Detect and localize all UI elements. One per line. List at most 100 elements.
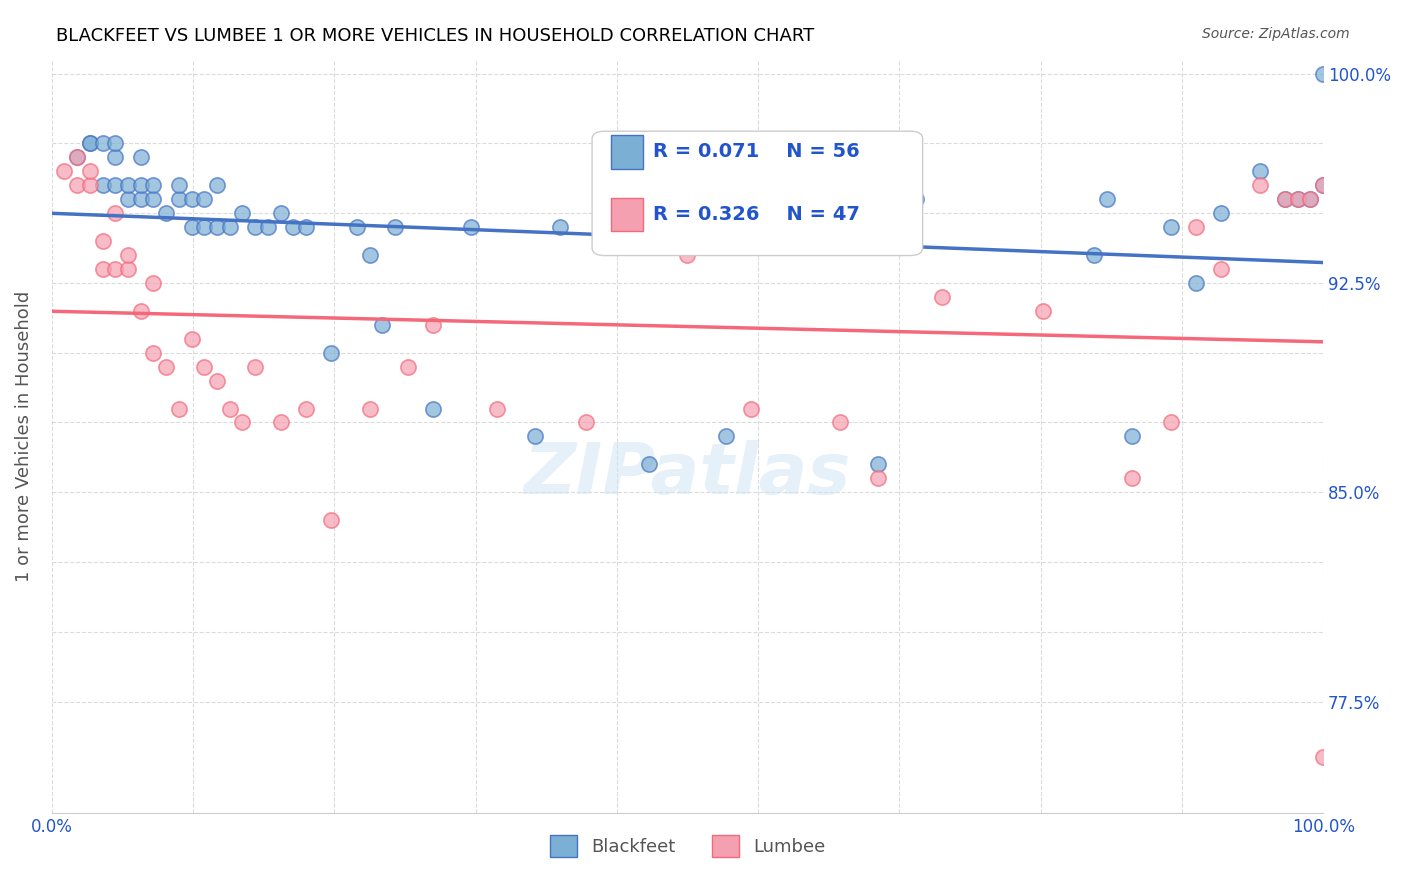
Point [1299, 192, 1322, 206]
Point [142, 192, 165, 206]
Point [1095, 192, 1118, 206]
Point [117, 262, 139, 277]
Point [1185, 276, 1208, 290]
Point [66, 150, 89, 164]
Point [1083, 248, 1105, 262]
Point [91, 234, 114, 248]
Point [1121, 429, 1143, 443]
Point [79, 178, 101, 193]
Point [231, 206, 253, 220]
Point [1032, 303, 1054, 318]
Point [1286, 192, 1309, 206]
Legend: Blackfeet, Lumbee: Blackfeet, Lumbee [543, 828, 832, 864]
Point [104, 150, 127, 164]
Point [283, 220, 305, 235]
Point [359, 401, 381, 416]
Point [104, 136, 127, 151]
Point [129, 178, 152, 193]
Point [1312, 178, 1334, 193]
Point [104, 206, 127, 220]
Point [1185, 220, 1208, 235]
Point [79, 136, 101, 151]
Point [1160, 416, 1182, 430]
Point [1274, 192, 1296, 206]
Point [1312, 66, 1334, 80]
Point [1211, 262, 1233, 277]
Point [1249, 164, 1271, 178]
Point [243, 220, 266, 235]
Point [550, 220, 572, 235]
Point [104, 262, 127, 277]
Point [218, 401, 240, 416]
Point [142, 345, 165, 359]
Point [1299, 192, 1322, 206]
Point [295, 401, 318, 416]
Point [1312, 750, 1334, 764]
Point [53, 164, 76, 178]
Point [180, 332, 202, 346]
Point [371, 318, 394, 332]
Point [740, 401, 762, 416]
Point [270, 416, 292, 430]
Point [321, 513, 343, 527]
Point [205, 178, 228, 193]
Point [676, 248, 699, 262]
Point [79, 164, 101, 178]
Point [167, 401, 190, 416]
Point [905, 192, 928, 206]
Point [422, 401, 444, 416]
Y-axis label: 1 or more Vehicles in Household: 1 or more Vehicles in Household [15, 291, 32, 582]
Point [117, 192, 139, 206]
Point [231, 416, 253, 430]
FancyBboxPatch shape [612, 135, 643, 169]
Point [714, 429, 737, 443]
Point [460, 220, 482, 235]
Point [155, 206, 177, 220]
Point [193, 220, 215, 235]
Point [167, 192, 190, 206]
Point [1249, 178, 1271, 193]
Point [193, 359, 215, 374]
Point [91, 178, 114, 193]
Point [104, 178, 127, 193]
Point [257, 220, 280, 235]
Point [66, 150, 89, 164]
Point [205, 220, 228, 235]
Point [129, 303, 152, 318]
Point [167, 178, 190, 193]
Point [384, 220, 406, 235]
Point [142, 178, 165, 193]
Point [321, 345, 343, 359]
Point [205, 374, 228, 388]
Point [142, 276, 165, 290]
Text: ZIPatlas: ZIPatlas [524, 440, 851, 508]
Point [270, 206, 292, 220]
Point [931, 290, 953, 304]
Point [155, 359, 177, 374]
Point [1211, 206, 1233, 220]
Point [180, 192, 202, 206]
Point [91, 136, 114, 151]
Text: BLACKFEET VS LUMBEE 1 OR MORE VEHICLES IN HOUSEHOLD CORRELATION CHART: BLACKFEET VS LUMBEE 1 OR MORE VEHICLES I… [56, 27, 814, 45]
Point [485, 401, 508, 416]
Point [422, 318, 444, 332]
Text: R = 0.326    N = 47: R = 0.326 N = 47 [654, 204, 860, 224]
Point [396, 359, 419, 374]
Point [193, 192, 215, 206]
Point [129, 150, 152, 164]
Point [1274, 192, 1296, 206]
Point [66, 178, 89, 193]
Text: Source: ZipAtlas.com: Source: ZipAtlas.com [1202, 27, 1350, 41]
Point [1286, 192, 1309, 206]
Point [218, 220, 240, 235]
Point [359, 248, 381, 262]
Point [638, 458, 661, 472]
Text: R = 0.071    N = 56: R = 0.071 N = 56 [654, 142, 860, 161]
Point [79, 136, 101, 151]
Point [91, 262, 114, 277]
Point [117, 248, 139, 262]
Point [180, 220, 202, 235]
Point [243, 359, 266, 374]
Point [117, 178, 139, 193]
Point [1121, 471, 1143, 485]
